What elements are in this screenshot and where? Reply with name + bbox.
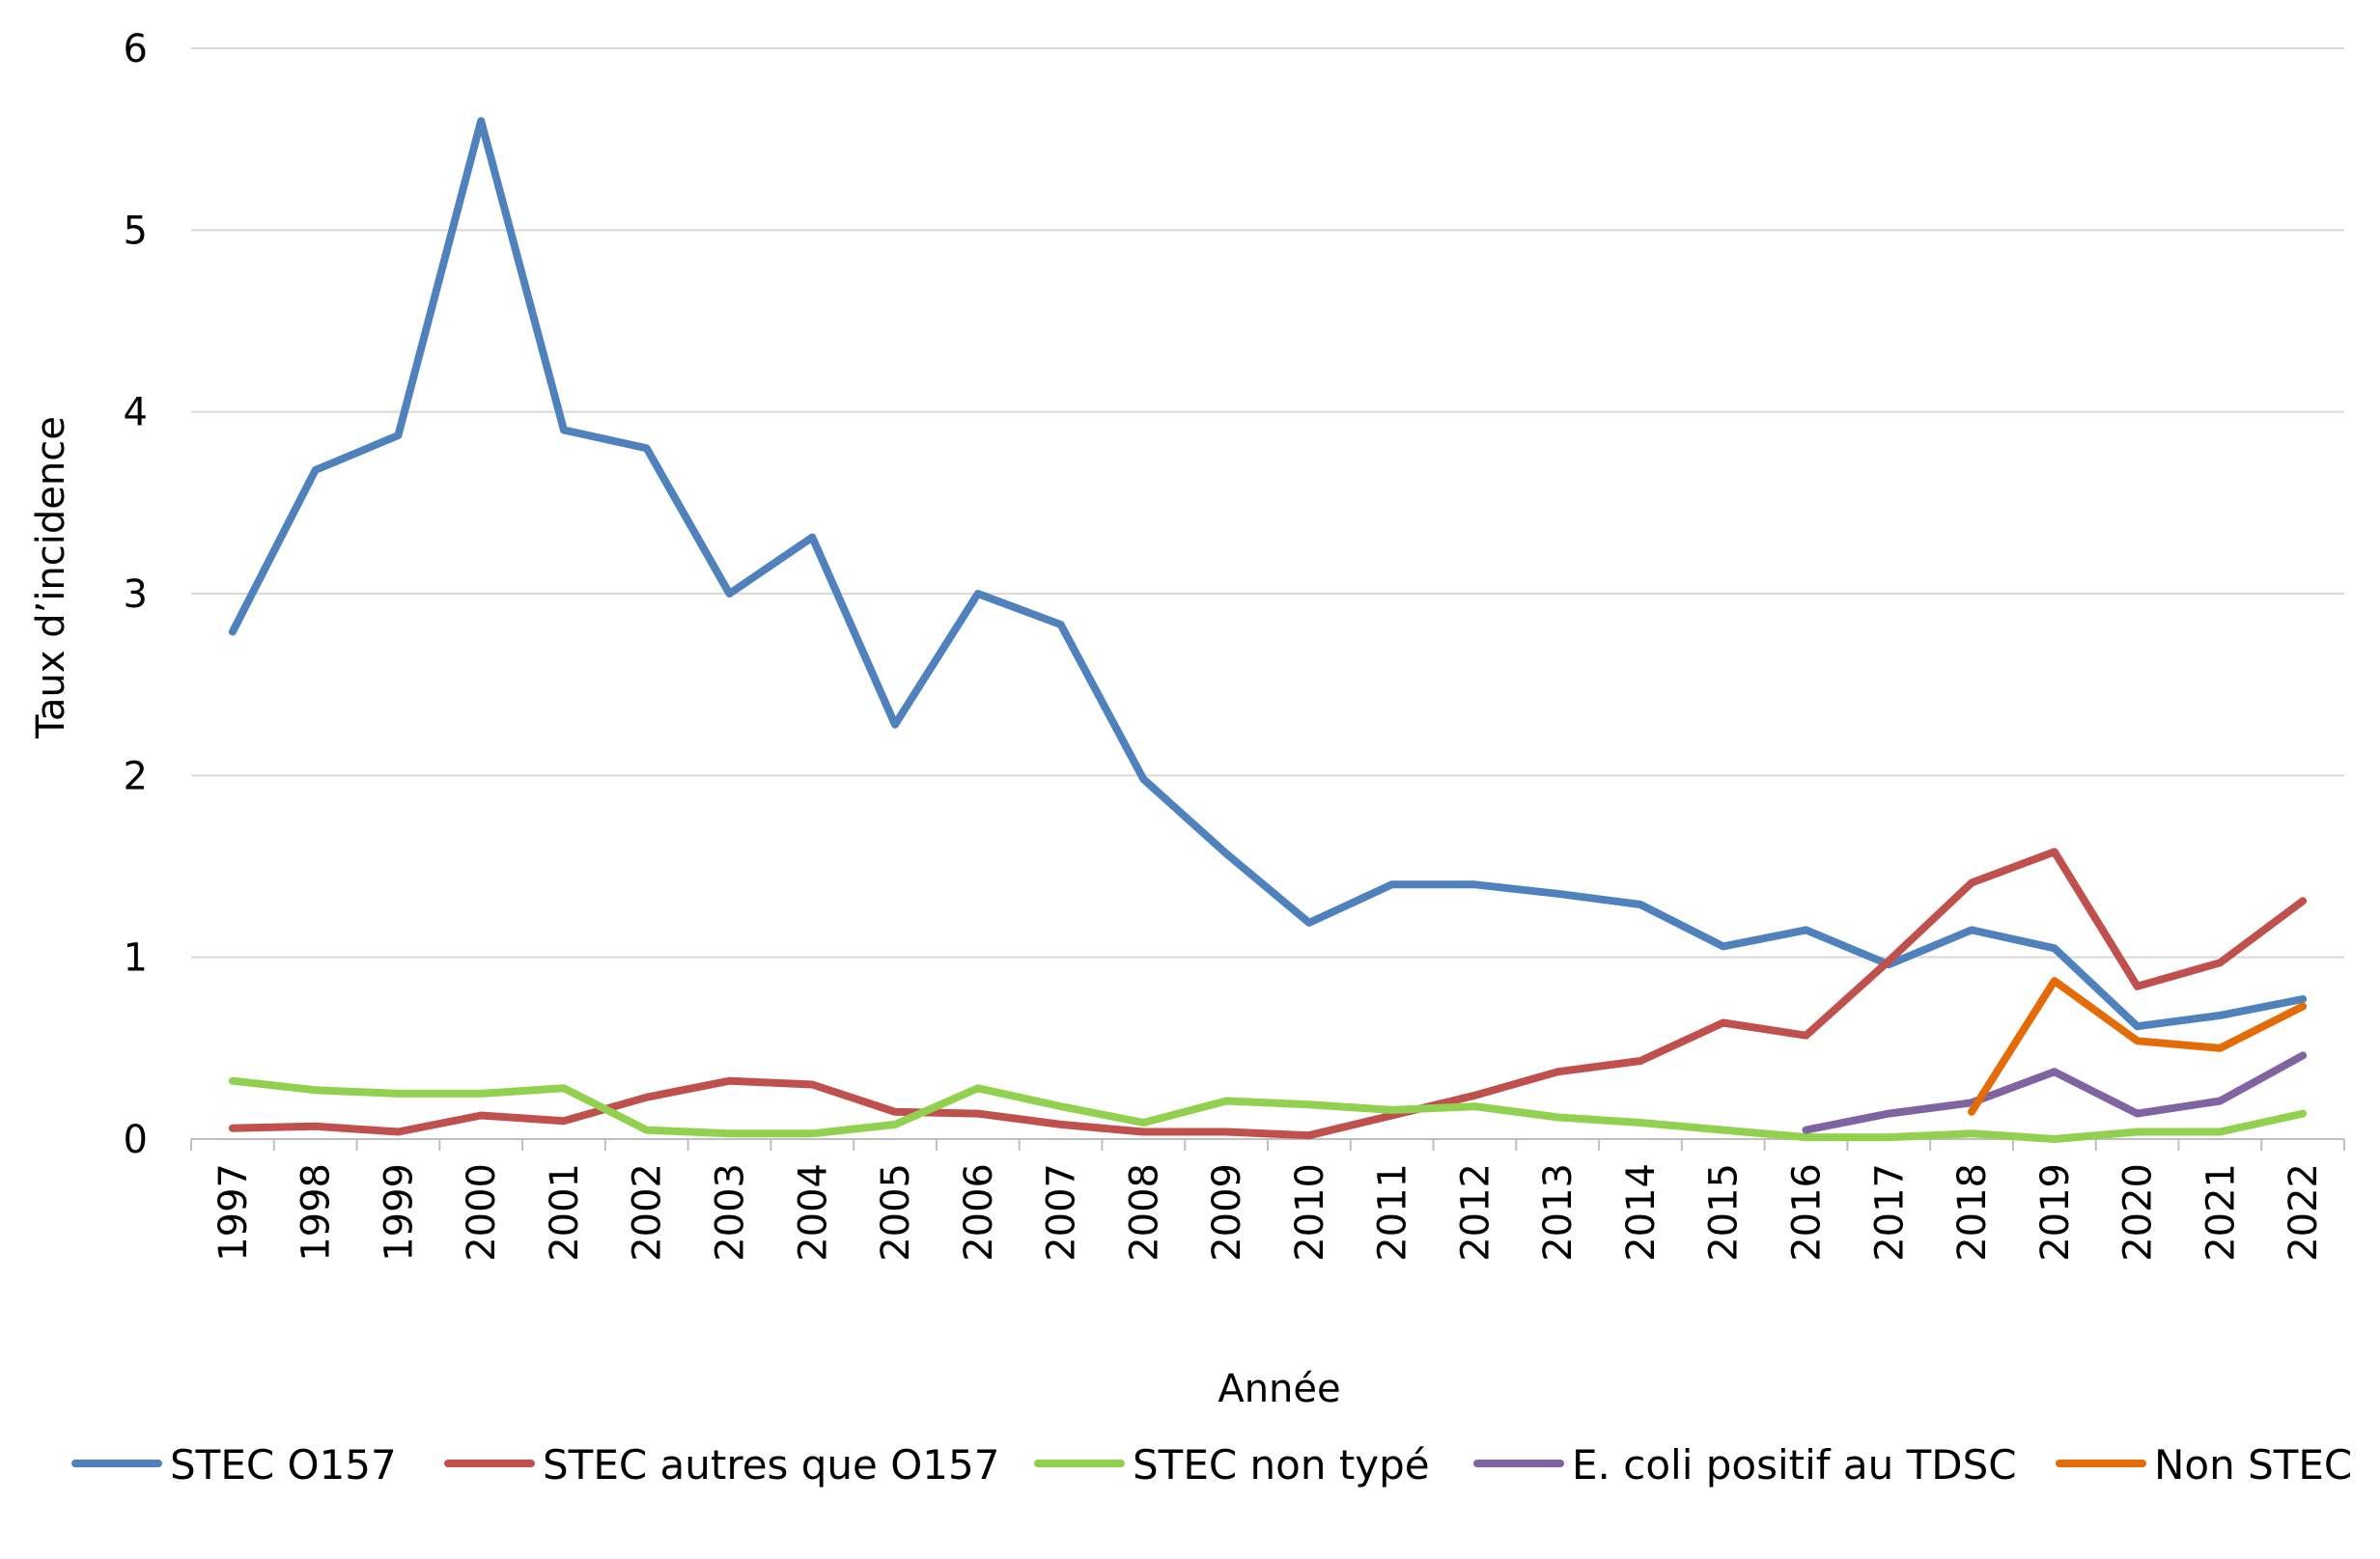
series-line-4	[1968, 977, 2308, 1116]
y-tick-label: 6	[124, 27, 148, 71]
x-tick-label-2008: 2008	[1122, 1163, 1166, 1262]
x-tick-label-2004: 2004	[791, 1163, 835, 1262]
y-tick-label: 4	[124, 391, 148, 435]
y-tick-label: 5	[124, 209, 148, 253]
y-tick-label: 1	[124, 936, 148, 981]
y-axis: 0 1 2 3 4 5 6	[124, 27, 148, 1162]
series-line-1	[228, 848, 2308, 1140]
y-tick-label: 0	[124, 1118, 148, 1162]
x-tick-label-2012: 2012	[1453, 1163, 1498, 1262]
series-layer	[228, 117, 2308, 1143]
legend-label-3: E. coli positif au TDSC	[1572, 1441, 2017, 1489]
series-line-3	[1802, 1051, 2308, 1134]
x-tick-label-2000: 2000	[460, 1163, 504, 1262]
x-tick-label-2005: 2005	[874, 1163, 918, 1262]
legend-label-0: STEC O157	[170, 1441, 397, 1489]
x-tick-label-2015: 2015	[1702, 1163, 1747, 1262]
x-tick-label-2010: 2010	[1288, 1163, 1332, 1262]
x-tick-label-2006: 2006	[957, 1163, 1001, 1262]
x-axis-title: Année	[1218, 1367, 1340, 1411]
x-tick-label-2007: 2007	[1040, 1163, 1084, 1262]
x-tick-label-2011: 2011	[1371, 1163, 1415, 1262]
x-tick-label-2018: 2018	[1950, 1163, 1995, 1262]
series-line-2	[228, 1076, 2308, 1143]
x-tick-label-2021: 2021	[2198, 1163, 2243, 1262]
y-tick-label: 3	[124, 572, 148, 617]
x-tick-label-1998: 1998	[294, 1163, 339, 1262]
legend-label-4: Non STEC	[2154, 1441, 2352, 1489]
x-tick-label-2001: 2001	[543, 1163, 587, 1262]
x-tick-label-1999: 1999	[377, 1163, 421, 1262]
x-tick-label-2013: 2013	[1536, 1163, 1581, 1262]
x-tick-label-2022: 2022	[2282, 1163, 2326, 1262]
x-tick-label-2003: 2003	[709, 1163, 753, 1262]
legend-label-2: STEC non typé	[1133, 1441, 1430, 1489]
x-tick-label-2009: 2009	[1205, 1163, 1249, 1262]
x-tick-label-2002: 2002	[626, 1163, 670, 1262]
legend-label-1: STEC autres que O157	[543, 1441, 999, 1489]
x-tick-label-2017: 2017	[1867, 1163, 1912, 1262]
x-tick-label-2019: 2019	[2033, 1163, 2078, 1262]
x-axis: 1997 1998 1999 2000 2001 2002 2003 2004 2005 2006…	[190, 1139, 2345, 1262]
x-tick-label-1997: 1997	[211, 1163, 256, 1262]
y-axis-title: Taux d’incidence	[29, 416, 73, 739]
x-tick-label-2020: 2020	[2116, 1163, 2161, 1262]
y-tick-label: 2	[124, 754, 148, 798]
x-tick-label-2014: 2014	[1619, 1163, 1664, 1262]
x-tick-label-2016: 2016	[1785, 1163, 1830, 1262]
gridlines	[191, 47, 2344, 1140]
legend: STEC O157 STEC autres que O157 STEC non ty…	[71, 1441, 2352, 1489]
series-line-0	[228, 117, 2308, 1031]
